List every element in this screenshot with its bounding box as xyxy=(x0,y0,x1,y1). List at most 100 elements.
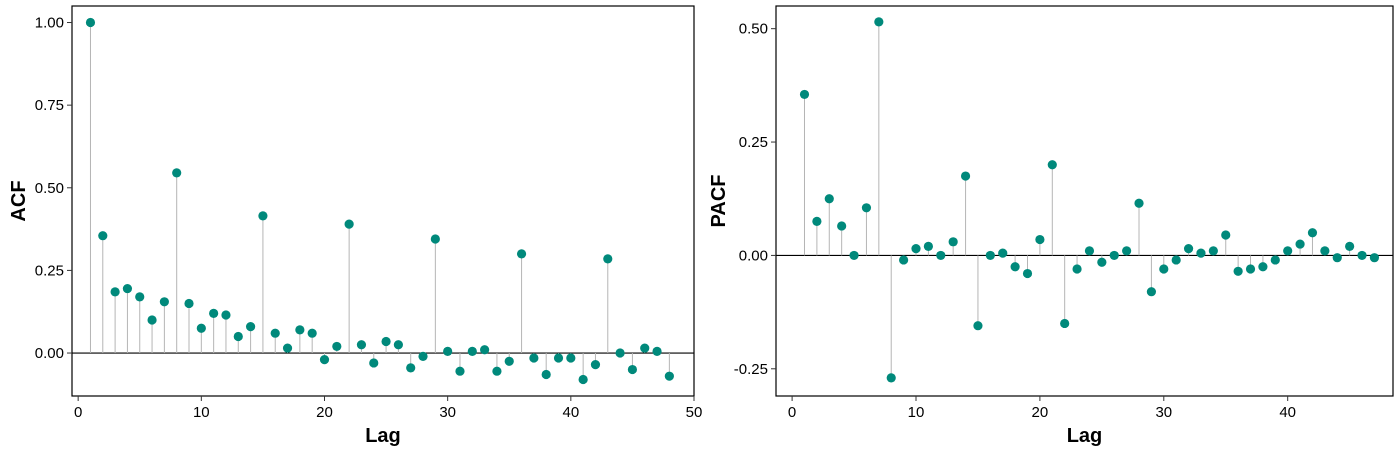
acf-point xyxy=(122,283,133,294)
pacf-point xyxy=(923,241,933,251)
pacf-point xyxy=(998,248,1008,258)
pacf-point xyxy=(1196,248,1206,258)
pacf-point xyxy=(1357,250,1367,261)
acf-point xyxy=(282,343,293,353)
pacf-point xyxy=(1072,264,1082,274)
acf-point xyxy=(492,366,502,376)
acf-y-tick-label: 0.75 xyxy=(35,97,64,114)
pacf-point xyxy=(861,203,872,213)
pacf-point xyxy=(1010,262,1020,272)
pacf-panel: 0 10 20 30 40 -0.25 0.00 0.25 0.50 Lag PACF xyxy=(708,5,1394,447)
acf-point xyxy=(356,340,367,350)
acf-point xyxy=(135,292,145,302)
pacf-point xyxy=(1159,264,1169,274)
pacf-point xyxy=(948,237,958,247)
pacf-point xyxy=(1084,246,1095,256)
pacf-y-tick-label: 0.25 xyxy=(739,134,768,151)
acf-point xyxy=(480,345,490,355)
pacf-point xyxy=(936,250,946,261)
acf-point xyxy=(566,353,576,363)
pacf-point xyxy=(1332,253,1342,263)
pacf-point xyxy=(849,250,859,261)
acf-point xyxy=(172,168,182,178)
acf-point xyxy=(381,336,391,347)
acf-x-tick-label: 40 xyxy=(562,404,579,421)
pacf-point xyxy=(1035,234,1045,245)
acf-panel: 0 10 20 30 40 50 0.00 0.25 0.50 0.75 1.00 Lag ACF xyxy=(8,5,703,447)
pacf-point xyxy=(1022,268,1033,279)
pacf-point xyxy=(1171,255,1181,265)
pacf-point xyxy=(886,373,896,383)
acf-point xyxy=(652,346,662,356)
pacf-point xyxy=(899,255,909,265)
pacf-y-axis-title: PACF xyxy=(708,175,730,228)
acf-point xyxy=(553,353,564,363)
pacf-point xyxy=(824,194,834,204)
pacf-point xyxy=(1060,318,1070,329)
acf-point xyxy=(98,231,108,241)
pacf-point xyxy=(1283,246,1293,256)
pacf-point xyxy=(1307,228,1318,238)
acf-y-axis-title: ACF xyxy=(8,180,30,221)
acf-point xyxy=(159,297,169,307)
acf-plot-frame xyxy=(71,5,695,397)
pacf-point xyxy=(985,250,995,261)
acf-point xyxy=(344,219,354,229)
pacf-point xyxy=(911,244,921,254)
acf-point xyxy=(270,328,280,338)
acf-point xyxy=(85,17,96,28)
pacf-point xyxy=(973,321,983,331)
acf-point xyxy=(541,369,551,380)
pacf-point xyxy=(1146,287,1157,297)
acf-x-tick-label: 20 xyxy=(316,404,333,421)
acf-point xyxy=(578,374,588,385)
pacf-y-tick-label: 0.00 xyxy=(739,247,768,264)
pacf-point xyxy=(1369,253,1380,263)
acf-x-tick-label: 10 xyxy=(193,404,210,421)
pacf-point xyxy=(1047,160,1057,170)
acf-point xyxy=(245,321,256,332)
acf-point xyxy=(627,364,638,375)
acf-point xyxy=(664,371,674,381)
acf-y-tick-label: 0.00 xyxy=(35,345,64,362)
pacf-point xyxy=(1122,246,1132,256)
pacf-point xyxy=(960,171,971,181)
pacf-point xyxy=(1208,246,1218,256)
acf-point xyxy=(147,315,157,325)
acf-point xyxy=(184,298,194,309)
acf-point xyxy=(529,353,539,363)
acf-point xyxy=(516,249,527,259)
acf-point xyxy=(603,254,613,264)
acf-y-tick-label: 1.00 xyxy=(35,15,64,32)
acf-point xyxy=(221,310,231,320)
pacf-point xyxy=(799,89,810,100)
acf-point xyxy=(455,366,465,376)
pacf-point xyxy=(1245,264,1256,274)
pacf-point xyxy=(1345,241,1355,251)
pacf-point xyxy=(1134,198,1144,208)
pacf-x-tick-label: 10 xyxy=(908,404,925,421)
pacf-y-tick-label: 0.50 xyxy=(739,21,768,38)
pacf-point xyxy=(1233,266,1243,276)
acf-point xyxy=(406,363,416,373)
acf-point xyxy=(430,234,440,244)
pacf-point xyxy=(1295,239,1305,249)
acf-point xyxy=(418,351,428,361)
acf-point xyxy=(504,356,514,366)
acf-point xyxy=(307,328,317,338)
pacf-point xyxy=(1097,257,1107,267)
acf-x-tick-label: 50 xyxy=(686,404,703,421)
pacf-y-tick-label: -0.25 xyxy=(734,361,768,378)
pacf-x-tick-label: 30 xyxy=(1155,404,1172,421)
pacf-point xyxy=(1258,262,1268,272)
pacf-plot-frame xyxy=(775,5,1394,397)
acf-y-tick-label: 0.25 xyxy=(35,262,64,279)
pacf-point xyxy=(1183,244,1194,254)
acf-x-axis-title: Lag xyxy=(365,425,401,447)
acf-point xyxy=(258,211,268,221)
acf-point xyxy=(332,341,342,352)
pacf-x-axis-title: Lag xyxy=(1067,425,1103,447)
pacf-point xyxy=(1221,230,1231,240)
acf-x-tick-label: 30 xyxy=(439,404,456,421)
